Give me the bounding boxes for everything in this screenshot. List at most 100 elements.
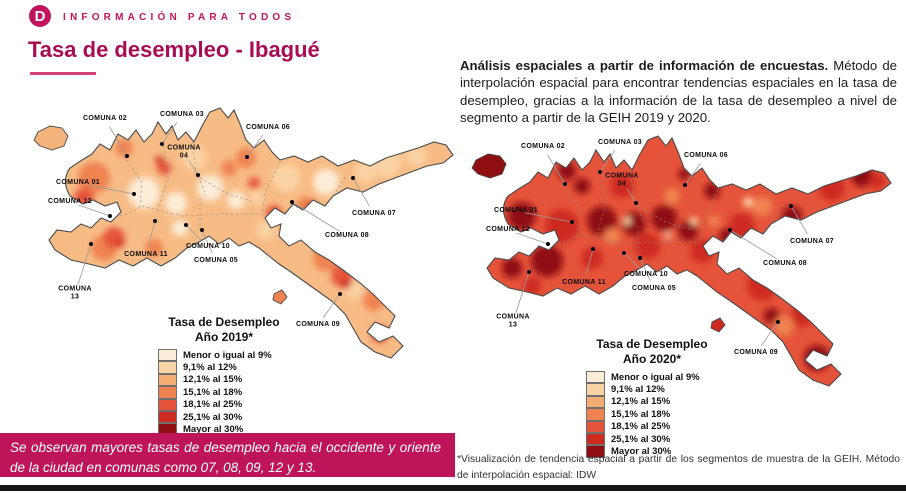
comuna-centroid-dot [683, 183, 687, 187]
comuna-centroid-dot [622, 251, 626, 255]
legend-class-label: 25,1% al 30% [183, 411, 243, 423]
page-title: Tasa de desempleo - Ibagué [28, 37, 320, 62]
comuna-label: COMUNA 02 [520, 142, 566, 150]
legend-item: Menor o igual al 9% [158, 348, 318, 362]
legend-class-label: 15,1% al 18% [183, 386, 243, 398]
comuna-centroid-dot [728, 228, 732, 232]
legend-item: 15,1% al 18% [586, 408, 746, 421]
comuna-centroid-dot [570, 220, 574, 224]
comuna-centroid-dot [591, 247, 595, 251]
comuna-centroid-dot [89, 242, 93, 246]
comuna-label: COMUNA 09 [295, 320, 341, 328]
comuna-centroid-dot [338, 292, 342, 296]
legend-class-label: 25,1% al 30% [611, 433, 671, 445]
comuna-centroid-dot [776, 320, 780, 324]
comuna-label: COMUNA 11 [124, 250, 168, 258]
comuna-centroid-dot [132, 192, 136, 196]
comuna-centroid-dot [108, 214, 112, 218]
legend-class-label: 18,1% al 25% [183, 399, 243, 411]
comuna-label: COMUNA 04 [605, 172, 639, 188]
comuna-centroid-dot [563, 182, 567, 186]
comuna-centroid-dot [200, 228, 204, 232]
comuna-label: COMUNA 06 [683, 151, 729, 159]
choropleth-map-2020: COMUNA 02 COMUNA 03 COMUNA 06 COMUNA 04 COMUN… [462, 126, 902, 416]
legend-color-swatch [586, 445, 605, 458]
comuna-centroid-dot [196, 173, 200, 177]
legend-class-label: 9,1% al 12% [611, 384, 665, 396]
legend-title-line2: Año 2020* [622, 352, 682, 366]
comuna-label: COMUNA 08 [762, 259, 808, 267]
comuna-label: COMUNA 03 [597, 138, 643, 146]
comuna-label: COMUNA 04 [167, 144, 201, 160]
legend-title-line1: Tasa de Desempleo [168, 315, 280, 329]
comuna-label: COMUNA 10 [185, 242, 231, 250]
comuna-label: COMUNA 01 [55, 178, 101, 186]
legend-2019: Tasa de Desempleo Año 2019* Menor o igua… [148, 315, 318, 436]
comuna-centroid-dot [290, 200, 294, 204]
legend-class-label: 18,1% al 25% [611, 421, 671, 433]
legend-title: Tasa de Desempleo Año 2020* [576, 337, 728, 367]
comuna-label: COMUNA 13 [58, 285, 92, 301]
intro-lead: Análisis espaciales a partir de informac… [460, 58, 829, 73]
legend-item: 12,1% al 15% [586, 395, 746, 409]
legend-color-swatch [158, 398, 177, 412]
comuna-label: COMUNA 09 [733, 348, 779, 356]
comuna-centroid-dot [598, 170, 602, 174]
comuna-centroid-dot [184, 223, 188, 227]
intro-paragraph: Análisis espaciales a partir de informac… [460, 57, 897, 127]
legend-color-swatch [586, 408, 605, 421]
intro-body: Método de interpolación espacial para en… [460, 58, 897, 126]
choropleth-map-2019: COMUNA 02 COMUNA 03 COMUNA 06 COMUNA 04 COMUN… [24, 98, 464, 388]
legend-item: 15,1% al 18% [158, 386, 318, 399]
comuna-label: COMUNA 12 [485, 225, 531, 233]
comuna-centroid-dot [527, 270, 531, 274]
comuna-centroid-dot [160, 142, 164, 146]
comuna-centroid-dot [638, 256, 642, 260]
legend-color-swatch [158, 410, 177, 424]
legend-item: Menor o igual al 9% [586, 370, 746, 384]
legend-class-label: Mayor al 30% [183, 424, 244, 436]
legend-item: 25,1% al 30% [586, 432, 746, 446]
comuna-label: COMUNA 10 [623, 270, 669, 278]
comuna-centroid-dot [125, 154, 129, 158]
brand-tagline: INFORMACIÓN PARA TODOS [63, 12, 296, 23]
legend-title: Tasa de Desempleo Año 2019* [148, 315, 300, 345]
comuna-label: COMUNA 07 [351, 209, 397, 217]
legend-item: 18,1% al 25% [158, 398, 318, 412]
legend-2020: Tasa de Desempleo Año 2020* Menor o igua… [576, 337, 746, 458]
legend-color-swatch [158, 348, 177, 362]
comuna-centroid-dot [634, 201, 638, 205]
legend-class-label: 12,1% al 15% [611, 396, 671, 408]
comuna-label: COMUNA 05 [631, 284, 677, 292]
legend-title-line1: Tasa de Desempleo [596, 337, 708, 351]
legend-item: 9,1% al 12% [158, 361, 318, 374]
legend-class-label: Menor o igual al 9% [183, 349, 272, 361]
comuna-centroid-dot [245, 155, 249, 159]
legend-color-swatch [586, 420, 605, 434]
comuna-label: COMUNA 03 [159, 110, 205, 118]
legend-rows: Menor o igual al 9% 9,1% al 12% 12,1% al 1… [586, 370, 746, 458]
legend-color-swatch [586, 432, 605, 446]
legend-color-swatch [158, 373, 177, 387]
legend-class-label: Mayor al 30% [611, 446, 672, 458]
legend-class-label: 9,1% al 12% [183, 362, 237, 374]
comuna-label: COMUNA 11 [562, 278, 606, 286]
footnote: *Visualización de tendencia espacial a p… [457, 454, 900, 481]
comuna-label: COMUNA 02 [82, 114, 128, 122]
legend-color-swatch [586, 395, 605, 409]
map-2019-svg [33, 107, 454, 359]
key-finding-banner: Se observan mayores tasas de desempleo h… [0, 433, 455, 477]
comuna-label: COMUNA 01 [493, 206, 539, 214]
dane-logo-icon: D [29, 5, 51, 27]
legend-color-swatch [586, 383, 605, 396]
comuna-label: COMUNA 06 [245, 123, 291, 131]
comuna-label: COMUNA 13 [496, 313, 530, 329]
legend-class-label: 15,1% al 18% [611, 408, 671, 420]
legend-item: 12,1% al 15% [158, 373, 318, 387]
title-underline [30, 72, 96, 75]
legend-class-label: 12,1% al 15% [183, 374, 243, 386]
legend-item: Mayor al 30% [586, 445, 746, 458]
comuna-label: COMUNA 08 [324, 231, 370, 239]
legend-item: 9,1% al 12% [586, 383, 746, 396]
